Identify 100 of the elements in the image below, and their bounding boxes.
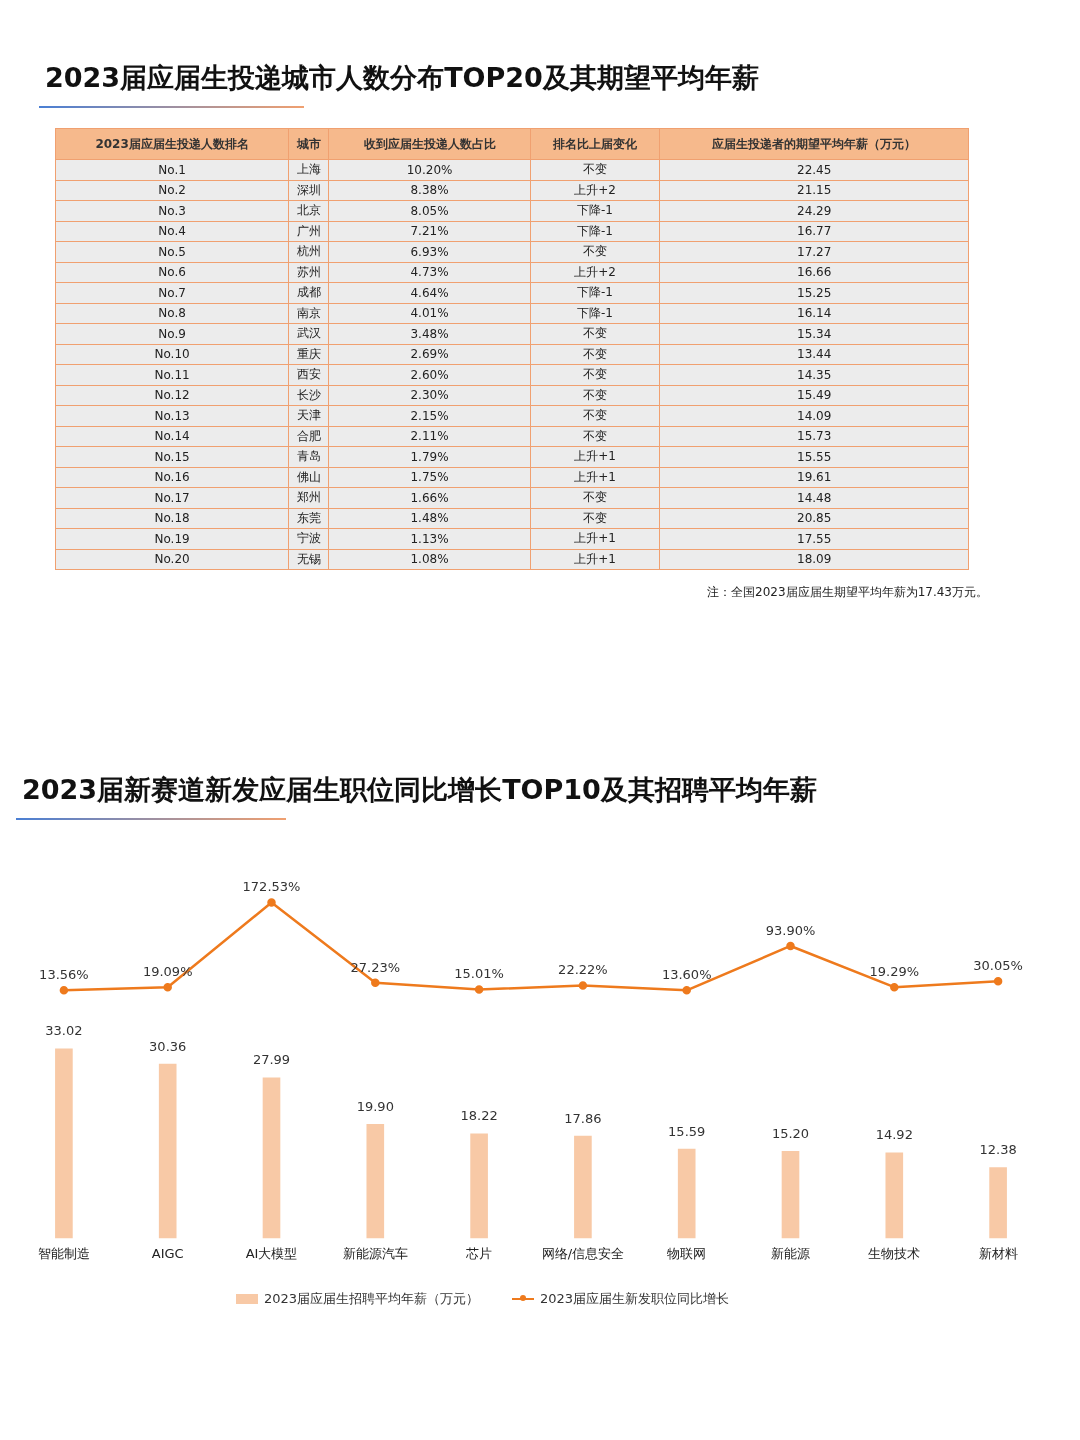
text: No.11 <box>154 367 190 382</box>
text: 深圳 <box>296 182 321 197</box>
data-label: 30.36 <box>149 1038 187 1054</box>
text: 24.29 <box>797 203 832 218</box>
text: 西安 <box>296 367 321 382</box>
legend-label: 2023届应届生新发职位同比增长 <box>540 1290 730 1308</box>
category-label: 应届生投递者的期望平均年薪（万元） <box>659 128 969 160</box>
text: 1.79% <box>410 449 449 464</box>
text: 南京 <box>296 305 321 320</box>
data-label: 22.22% <box>558 962 608 978</box>
text: 15.25 <box>797 285 832 300</box>
text: 16.14 <box>797 306 832 321</box>
text: 8.38% <box>410 183 449 198</box>
text: 上升+1 <box>574 469 616 484</box>
data-label: 18.22 <box>460 1108 498 1124</box>
x-tick-label: 物联网 <box>667 1245 707 1261</box>
text: 不变 <box>583 510 608 525</box>
text: 17.55 <box>797 531 832 546</box>
text: 杭州 <box>296 244 321 259</box>
text: No.9 <box>158 326 186 341</box>
bar <box>55 1048 73 1239</box>
x-tick-label: 网络/信息安全 <box>541 1245 625 1261</box>
text: No.4 <box>158 224 186 239</box>
text: No.10 <box>154 347 190 362</box>
text: 4.01% <box>410 306 449 321</box>
data-label: 15.20 <box>771 1125 810 1141</box>
bar <box>781 1150 800 1239</box>
text: No.3 <box>158 203 186 218</box>
x-tick-label: AI大模型 <box>245 1245 298 1261</box>
text: 不变 <box>583 162 608 177</box>
text: No.12 <box>154 388 190 403</box>
text: 16.77 <box>797 224 832 239</box>
text: 7.21% <box>410 224 449 239</box>
point <box>59 986 69 995</box>
category-label: 收到应届生投递人数占比 <box>328 128 531 160</box>
text: 天津 <box>296 408 321 423</box>
data-label: 13.56% <box>39 967 89 983</box>
text: 不变 <box>583 367 608 382</box>
text: 15.34 <box>797 326 832 341</box>
text: 21.15 <box>797 183 832 198</box>
category-label: 排名比上届变化 <box>530 128 660 160</box>
text: 不变 <box>583 428 608 443</box>
text: 1.48% <box>410 511 449 526</box>
bar <box>677 1148 696 1239</box>
text: 14.48 <box>797 490 832 505</box>
category-label: 城市 <box>288 128 329 160</box>
text: 上升+1 <box>574 531 616 546</box>
bar <box>366 1123 385 1239</box>
text: 成都 <box>296 285 321 300</box>
text: 佛山 <box>296 469 321 484</box>
data-label: 15.01% <box>454 966 504 982</box>
data-label: 17.86 <box>564 1110 602 1126</box>
x-tick-label: 新能源汽车 <box>342 1245 408 1261</box>
text: 不变 <box>583 408 608 423</box>
text: 不变 <box>583 326 608 341</box>
text: 2.11% <box>410 429 449 444</box>
x-tick-label: 生物技术 <box>868 1245 921 1261</box>
x-tick-label: 芯片 <box>465 1245 493 1261</box>
text: 15.49 <box>797 388 832 403</box>
text: 18.09 <box>797 552 832 567</box>
category-label: 2023届应届生投递人数排名 <box>55 128 289 160</box>
text: No.15 <box>154 449 190 464</box>
bar <box>574 1135 592 1239</box>
text: No.17 <box>154 490 190 505</box>
x-tick-label: 智能制造 <box>37 1245 90 1261</box>
point <box>890 982 899 992</box>
bar <box>989 1167 1007 1239</box>
text: No.14 <box>154 429 190 444</box>
text: No.2 <box>158 183 186 198</box>
text: 1.66% <box>410 490 449 505</box>
data-label: 14.92 <box>875 1127 913 1143</box>
text: 广州 <box>296 223 321 238</box>
text: 合肥 <box>296 428 321 443</box>
text: 宁波 <box>296 531 321 546</box>
point <box>682 986 691 995</box>
point <box>371 978 380 988</box>
text: 4.73% <box>410 265 449 280</box>
text: No.5 <box>158 244 186 259</box>
data-label: 12.38 <box>979 1142 1017 1158</box>
text: No.16 <box>154 470 190 485</box>
text: 2023届应届生投递城市人数分布TOP20及其期望平均年薪 <box>45 61 759 95</box>
text: 上海 <box>296 162 321 177</box>
text: 15.73 <box>797 429 832 444</box>
text: 2.30% <box>410 388 449 403</box>
legend-label: 2023届应届生招聘平均年薪（万元） <box>264 1290 480 1308</box>
data-label: 27.99 <box>252 1052 291 1068</box>
text: 不变 <box>583 346 608 361</box>
point <box>786 941 795 951</box>
text: 6.93% <box>410 244 449 259</box>
text: 郑州 <box>296 490 321 505</box>
text: 北京 <box>296 203 321 218</box>
point <box>163 983 172 992</box>
text: 14.35 <box>797 367 832 382</box>
text: 16.66 <box>797 265 832 280</box>
data-label: 19.90 <box>356 1098 394 1114</box>
point <box>474 985 484 994</box>
text: 长沙 <box>296 387 321 402</box>
bar <box>470 1133 488 1239</box>
point <box>267 898 276 907</box>
text: No.1 <box>158 162 186 177</box>
